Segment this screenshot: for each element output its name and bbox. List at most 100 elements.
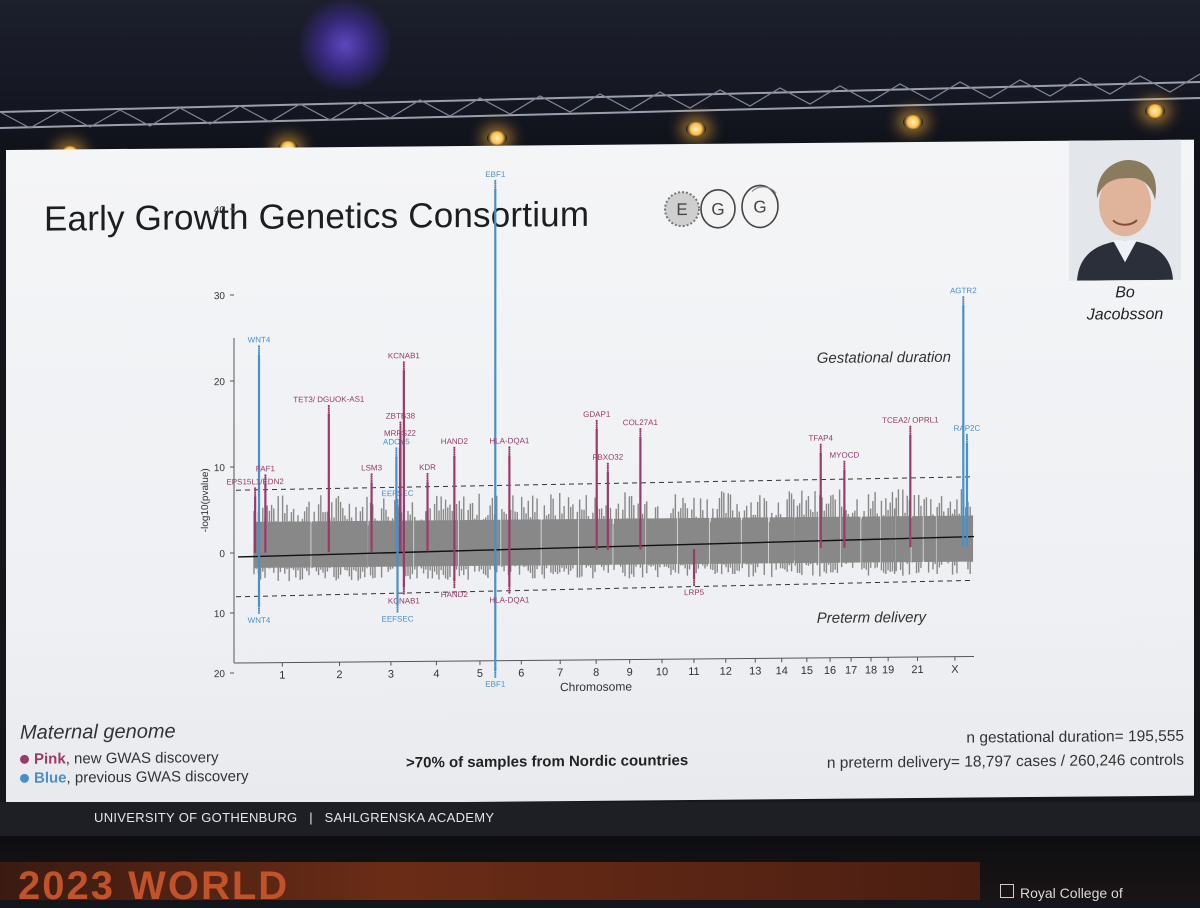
top-hit-point — [264, 479, 266, 481]
nordic-note: >70% of samples from Nordic countries — [406, 752, 688, 771]
top-hit-point — [639, 437, 641, 439]
bottom-hit-point — [453, 586, 455, 588]
gene-label-bottom: EEFSEC — [381, 614, 413, 623]
chromosome-label-15: 15 — [801, 665, 813, 677]
top-hit-point — [426, 475, 428, 477]
gene-label-top: KCNAB1 — [388, 351, 421, 360]
top-hit-point — [328, 405, 330, 407]
gene-label-top: TFAP4 — [808, 434, 833, 443]
top-hit-point — [399, 426, 401, 428]
top-hit-point — [426, 482, 428, 484]
gene-label-top: RAP2C — [954, 424, 981, 433]
sample-sizes: n gestational duration= 195,555 n preter… — [827, 722, 1184, 773]
x-axis-label: Chromosome — [560, 680, 632, 695]
top-hit-point — [453, 447, 455, 449]
chromosome-band-20 — [896, 489, 911, 575]
bottom-hit-point — [403, 590, 405, 592]
top-hit-point — [966, 434, 968, 436]
chromosome-band-15 — [795, 490, 818, 575]
chromosome-label-16: 16 — [824, 665, 836, 677]
top-hit-point — [453, 451, 455, 453]
y-axis-label: -log10(pvalue) — [200, 468, 211, 532]
gene-label-top: HAND2 — [441, 437, 469, 446]
top-hit-point — [494, 184, 496, 186]
top-hit-point — [843, 463, 845, 465]
top-hit-point — [508, 448, 510, 450]
gene-label-bottom: WNT4 — [248, 616, 271, 625]
top-hit-point — [453, 453, 455, 455]
bottom-hit-point — [693, 579, 695, 581]
gene-label-top: LSM3 — [361, 463, 382, 472]
top-hit-point — [370, 473, 372, 475]
chromosome-label-12: 12 — [720, 666, 732, 678]
top-hit-point — [254, 494, 256, 496]
chromosome-label-19: 19 — [882, 664, 894, 676]
legend-blue-text: , previous GWAS discovery — [67, 768, 249, 787]
top-hit-point — [494, 186, 496, 188]
top-hit-point — [843, 465, 845, 467]
bottom-hit-point — [508, 583, 510, 585]
gene-label-top: MYOCD — [829, 451, 859, 460]
top-hit-point — [395, 456, 397, 458]
n-gestational: n gestational duration= 195,555 — [827, 728, 1184, 749]
bottom-hit-point — [494, 676, 496, 678]
chromosome-label-11: 11 — [688, 666, 699, 678]
top-hit-point — [254, 496, 256, 498]
top-hit-point — [508, 446, 510, 448]
top-hit-point — [909, 434, 911, 436]
gene-label-top: TCEA2/ OPRL1 — [882, 415, 939, 424]
chromosome-label-2: 2 — [336, 669, 342, 681]
top-hit-point — [399, 424, 401, 426]
top-hit-point — [328, 407, 330, 409]
chromosome-label-14: 14 — [776, 665, 788, 677]
top-hit-point — [370, 476, 372, 478]
top-hit-point — [396, 501, 398, 503]
y-tick-label: 10 — [214, 609, 226, 620]
top-hit-point — [596, 429, 598, 431]
top-hit-point — [820, 444, 822, 446]
bottom-hit-point — [453, 584, 455, 586]
bottom-hit-point — [508, 587, 510, 589]
top-hit-point — [403, 368, 405, 370]
gene-label-bottom: HAND2 — [441, 590, 469, 599]
gene-label-top: EPS15L1/EDN2 — [226, 477, 284, 487]
top-hit-point — [508, 453, 510, 455]
bottom-hit-point — [494, 669, 496, 671]
top-hit-point — [399, 441, 401, 443]
chromosome-band-13 — [742, 495, 768, 577]
bottom-hit-point — [693, 584, 695, 586]
top-hit-point — [370, 478, 372, 480]
slide-footer: UNIVERSITY OF GOTHENBURG | SAHLGRENSKA A… — [0, 802, 1200, 836]
top-hit-point — [403, 363, 405, 365]
footer-text: UNIVERSITY OF GOTHENBURG | SAHLGRENSKA A… — [94, 810, 494, 825]
top-hit-point — [396, 499, 398, 501]
bottom-hit-point — [494, 673, 496, 675]
top-hit-point — [264, 474, 266, 476]
bottom-hit-point — [258, 603, 260, 605]
stage-light — [1145, 104, 1165, 118]
venue-banner: 2023 WORLD — [0, 862, 980, 900]
legend-pink-text: , new GWAS discovery — [66, 749, 219, 767]
top-hit-point — [254, 492, 256, 494]
legend-title: Maternal genome — [20, 720, 249, 745]
top-hit-point — [966, 438, 968, 440]
top-hit-point — [403, 366, 405, 368]
top-hit-point — [962, 301, 964, 303]
top-hit-point — [639, 430, 641, 432]
y-tick-label: 20 — [214, 377, 226, 388]
gene-label-top: FAF1 — [256, 464, 276, 473]
top-hit-point — [403, 370, 405, 372]
presentation-slide: Early Growth Genetics Consortium E G G B… — [6, 140, 1194, 806]
chromosome-label-3: 3 — [388, 669, 394, 681]
chromosome-label-6: 6 — [518, 667, 524, 679]
top-hit-point — [909, 432, 911, 434]
n-preterm: n preterm delivery= 18,797 cases / 260,2… — [827, 752, 1184, 773]
gene-label-bottom: KCNAB1 — [388, 596, 421, 605]
legend: Maternal genome Pink, new GWAS discovery… — [20, 720, 249, 789]
bottom-hit-point — [396, 604, 398, 606]
top-hit-point — [370, 480, 372, 482]
top-hit-point — [453, 449, 455, 451]
bottom-hit-point — [396, 602, 398, 604]
bottom-hit-point — [508, 589, 510, 591]
bottom-hit-point — [494, 667, 496, 669]
